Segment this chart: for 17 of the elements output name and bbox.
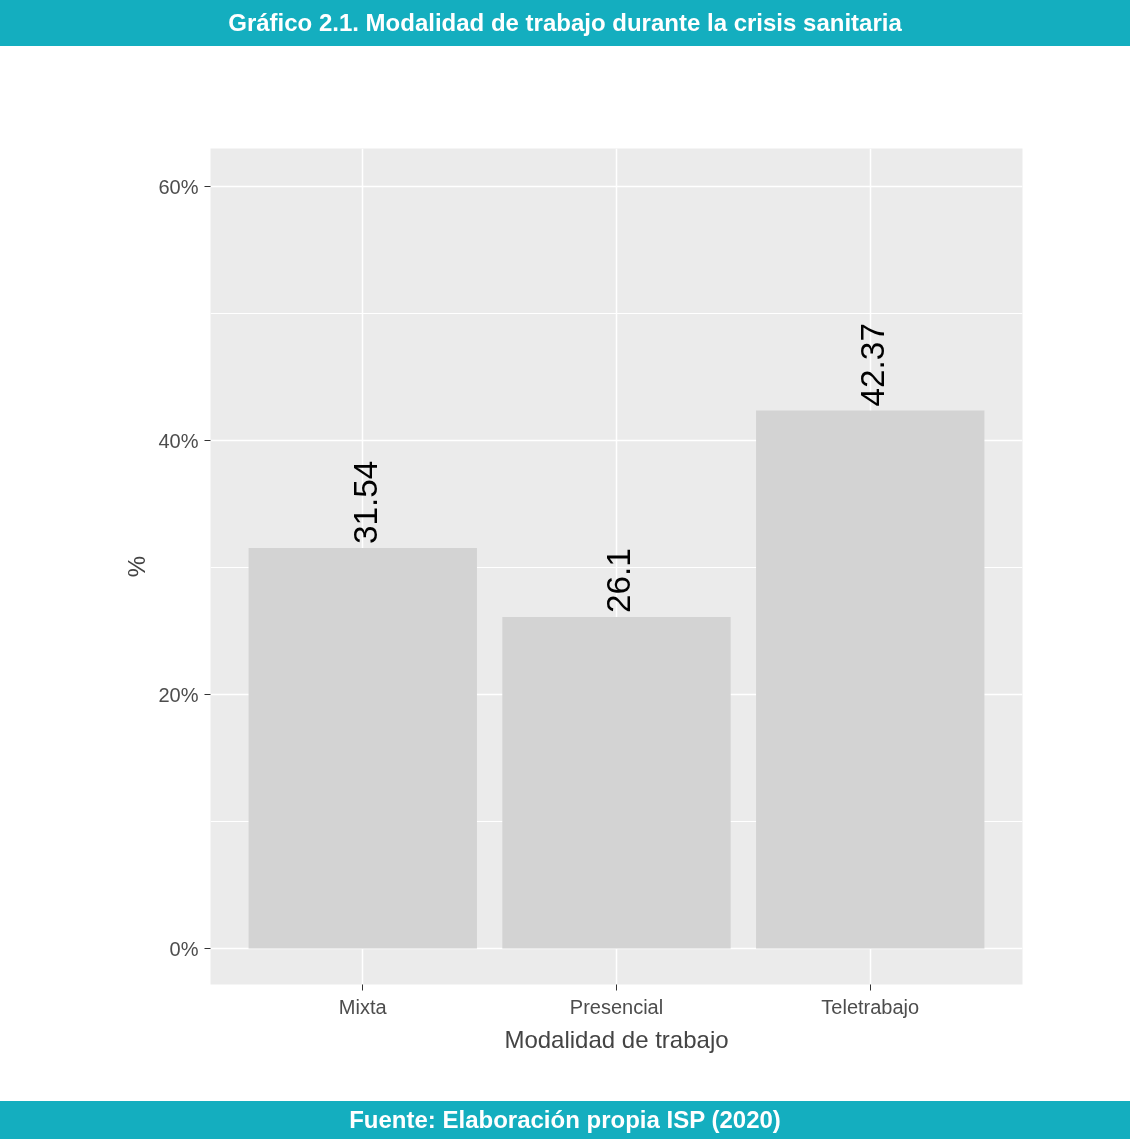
x-axis-title: Modalidad de trabajo bbox=[504, 1025, 729, 1053]
x-tick-label: Mixta bbox=[338, 995, 388, 1018]
y-tick-label: 40% bbox=[158, 429, 199, 452]
data-label: 42.37 bbox=[854, 323, 892, 407]
bar bbox=[248, 548, 477, 949]
y-tick-label: 0% bbox=[169, 937, 199, 960]
bar bbox=[756, 410, 985, 949]
y-tick-label: 20% bbox=[158, 683, 199, 706]
y-axis-title: % bbox=[123, 555, 151, 578]
y-tick-label: 60% bbox=[158, 175, 199, 198]
data-label: 31.54 bbox=[346, 460, 384, 545]
x-tick-label: Teletrabajo bbox=[821, 995, 920, 1018]
x-tick-label: Presencial bbox=[569, 995, 664, 1018]
bar bbox=[502, 617, 731, 949]
source-note: Fuente: Elaboración propia ISP (2020) bbox=[349, 1105, 781, 1135]
chart-title: Gráfico 2.1. Modalidad de trabajo durante la crisis sanitaria bbox=[228, 8, 902, 38]
data-label: 26.1 bbox=[600, 548, 638, 614]
